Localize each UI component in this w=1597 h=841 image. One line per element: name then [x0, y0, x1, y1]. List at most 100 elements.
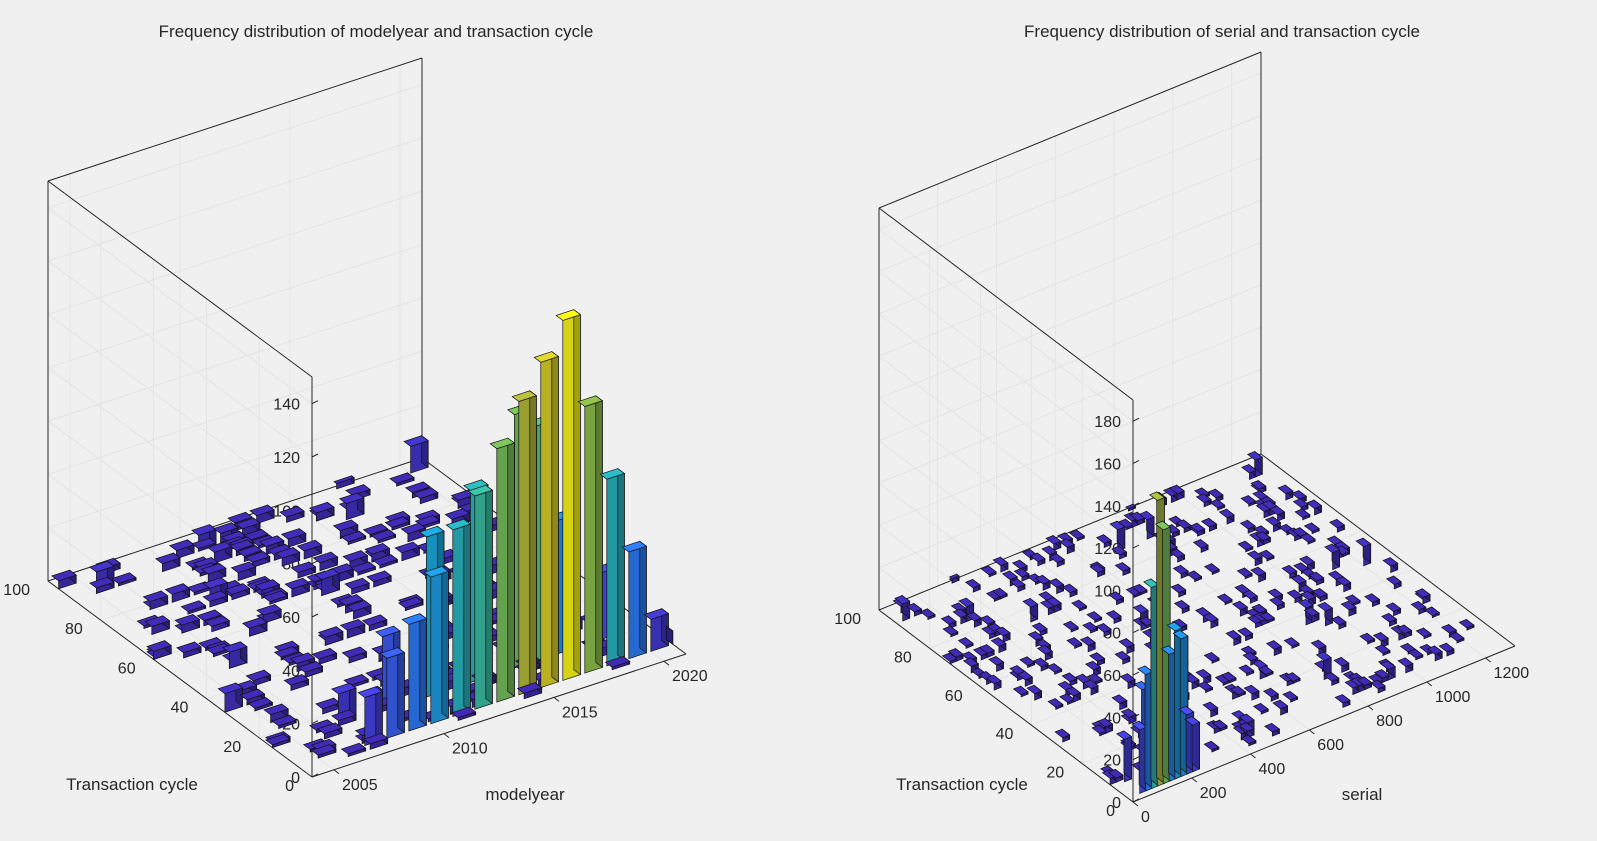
bar	[952, 608, 969, 625]
bar	[1230, 685, 1247, 698]
grid-line-z	[47, 350, 423, 475]
bar	[155, 552, 181, 573]
z-tick	[1132, 629, 1140, 634]
bar	[296, 539, 323, 560]
x-tick	[443, 733, 450, 738]
bar	[1117, 518, 1134, 531]
bar	[338, 492, 365, 521]
bar	[1203, 740, 1220, 753]
bar	[919, 608, 936, 621]
grid-line-z	[878, 199, 1262, 357]
bar	[1407, 648, 1424, 661]
x-tick	[1367, 705, 1374, 711]
bar	[948, 573, 960, 584]
bar	[1424, 606, 1440, 619]
bar	[1300, 590, 1317, 607]
y-tick-label: 40	[171, 700, 189, 717]
bar	[1019, 656, 1036, 669]
bar	[403, 435, 429, 474]
bar	[1118, 637, 1135, 655]
bar	[1385, 602, 1402, 617]
bar	[1231, 600, 1249, 617]
bar	[1303, 606, 1320, 624]
bar	[1303, 522, 1320, 535]
bar	[1119, 672, 1136, 690]
bar	[555, 309, 582, 681]
bar	[249, 504, 275, 525]
bar	[1218, 508, 1235, 525]
bar	[284, 577, 311, 598]
bar	[1250, 566, 1267, 583]
bar	[1084, 660, 1102, 677]
bar	[180, 600, 207, 615]
bar	[1195, 493, 1212, 508]
bar	[1237, 540, 1254, 553]
grid-line-z	[47, 137, 423, 262]
bar	[1240, 734, 1257, 747]
bar	[1129, 511, 1146, 526]
bar	[942, 625, 959, 638]
bar	[1236, 567, 1253, 580]
bar	[621, 540, 648, 660]
bar	[894, 594, 911, 622]
z-tick-label: 60	[282, 610, 300, 627]
bar	[1379, 660, 1396, 681]
bar	[412, 487, 439, 505]
grid-line-z	[878, 228, 1134, 422]
bar	[346, 599, 372, 620]
grid-line-z	[878, 398, 1134, 591]
axis-edge	[878, 51, 1262, 209]
bar	[1414, 588, 1431, 605]
bar	[310, 743, 337, 759]
x-tick-label: 2010	[452, 741, 488, 758]
bar	[331, 709, 357, 727]
y-axis-label: Transaction cycle	[66, 775, 198, 794]
bar	[1269, 505, 1286, 522]
x-tick	[1191, 777, 1198, 783]
grid-line-z	[47, 297, 423, 422]
bar	[389, 472, 415, 487]
x-axis-label: serial	[1342, 785, 1383, 804]
bar	[372, 554, 399, 569]
z-tick-label: 60	[1103, 668, 1121, 685]
bar	[1355, 537, 1372, 567]
bar	[1079, 636, 1096, 653]
bar	[533, 350, 560, 689]
x-tick-label: 2015	[562, 704, 598, 721]
x-tick-label: 2005	[342, 777, 378, 794]
bar	[1109, 520, 1126, 552]
y-tick-label: 60	[945, 688, 963, 705]
axis-edge	[1132, 645, 1516, 803]
bar	[947, 647, 964, 662]
bar	[980, 565, 997, 578]
z-tick	[1132, 544, 1140, 549]
bar	[599, 467, 626, 667]
bar	[312, 551, 339, 572]
bar	[200, 562, 227, 583]
bar	[1216, 593, 1233, 606]
bar	[1105, 609, 1122, 624]
z-tick	[311, 400, 319, 405]
y-axis-label: Transaction cycle	[896, 775, 1028, 794]
bar	[204, 615, 231, 633]
grid-line-z	[47, 404, 423, 529]
bar	[224, 583, 251, 601]
x-tick-label: 600	[1317, 737, 1344, 754]
bar	[1026, 684, 1043, 701]
grid-line-z	[878, 440, 1134, 634]
axis-edge	[47, 580, 313, 778]
z-tick-label: 120	[1094, 541, 1121, 558]
z-tick	[1132, 417, 1140, 422]
bar	[1031, 622, 1048, 637]
bar	[990, 636, 1007, 654]
bar	[244, 550, 271, 569]
x-axis-label: modelyear	[485, 785, 565, 804]
bar	[1458, 618, 1475, 631]
bar	[1189, 522, 1206, 537]
bar	[1220, 671, 1237, 684]
bar	[1022, 597, 1039, 623]
bar	[643, 608, 670, 652]
bar	[965, 611, 983, 628]
bar	[1202, 612, 1219, 629]
